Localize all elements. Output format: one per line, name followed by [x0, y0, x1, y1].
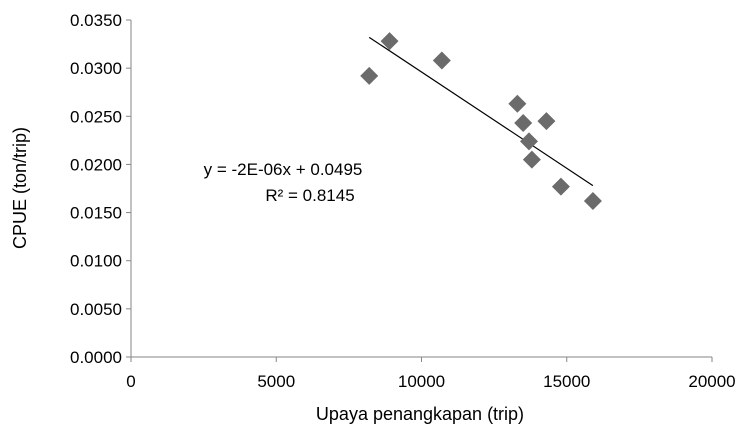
- axes: [130, 20, 712, 358]
- data-point: [551, 177, 570, 196]
- data-point: [360, 66, 379, 85]
- data-point: [583, 192, 602, 211]
- data-point: [380, 32, 399, 51]
- data-point: [537, 112, 556, 131]
- x-tick-label: 15000: [543, 372, 590, 391]
- x-tick-label: 20000: [688, 372, 735, 391]
- trendline: [368, 36, 594, 187]
- y-tick-label: 0.0150: [70, 204, 122, 223]
- x-tick-label: 5000: [257, 372, 295, 391]
- y-tick-label: 0.0300: [70, 59, 122, 78]
- data-point: [514, 114, 533, 133]
- data-points: [360, 32, 602, 211]
- x-axis-title: Upaya penangkapan (trip): [316, 404, 524, 424]
- y-axis-title: CPUE (ton/trip): [10, 127, 30, 249]
- data-point: [519, 132, 538, 151]
- y-tick-label: 0.0250: [70, 107, 122, 126]
- trendline-equation: y = -2E-06x + 0.0495: [204, 160, 363, 179]
- x-axis-ticks: 0 5000 10000 15000 20000: [126, 357, 736, 391]
- data-point: [522, 150, 541, 169]
- x-tick-label: 0: [126, 372, 135, 391]
- y-tick-label: 0.0000: [70, 348, 122, 367]
- data-point: [432, 51, 451, 70]
- data-point: [508, 94, 527, 113]
- y-tick-label: 0.0350: [70, 11, 122, 30]
- r-squared-label: R² = 0.8145: [265, 186, 354, 205]
- trendline-group: [368, 36, 594, 187]
- y-tick-label: 0.0200: [70, 155, 122, 174]
- y-axis-ticks: 0.0000 0.0050 0.0100 0.0150 0.0200 0.0250 0.03…: [70, 11, 131, 367]
- y-tick-label: 0.0050: [70, 300, 122, 319]
- x-tick-label: 10000: [398, 372, 445, 391]
- y-tick-label: 0.0100: [70, 252, 122, 271]
